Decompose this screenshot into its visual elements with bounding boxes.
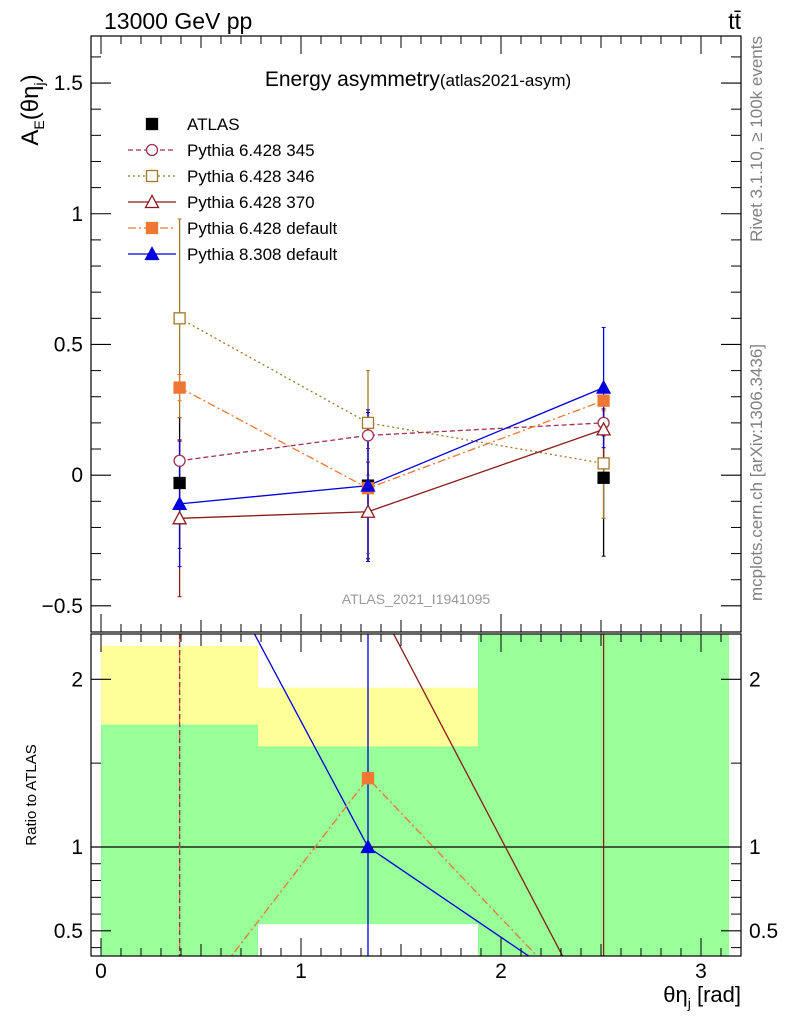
- ratio-marker-pythia-6-428-default: [361, 772, 375, 785]
- ratio-content: [91, 634, 741, 956]
- main-plot-content: [172, 218, 612, 598]
- data-point-atlas: [173, 476, 186, 490]
- legend-marker: [145, 221, 159, 235]
- legend-entry-pythia-6-428-346: Pythia 6.428 346: [187, 167, 315, 186]
- data-point-pythia-8-308-default: [596, 379, 612, 394]
- data-point-pythia-6-428-370: [172, 510, 188, 525]
- legend-entry-pythia-6-428-370: Pythia 6.428 370: [187, 193, 315, 212]
- plot-title-main: Energy asymmetry: [265, 68, 441, 91]
- data-point-pythia-6-428-370: [360, 503, 376, 518]
- analysis-watermark: ATLAS_2021_I1941095: [342, 591, 491, 607]
- main-y-axis-label: AE(θηj): [17, 74, 47, 145]
- legend: ATLAS Pythia 6.428 345 Pythia 6.428 346 Pyt…: [128, 115, 338, 264]
- ratio-axes: 0.5 0.5 1 1 2 2 0 1 2 3: [54, 634, 778, 983]
- ratio-line-pythia-6-428-370: [392, 634, 564, 956]
- data-point-pythia-6-428-346: [173, 312, 186, 325]
- series-line-pythia-8-308-default: [179, 386, 604, 505]
- legend-marker: [145, 169, 159, 183]
- ratio-band-green: [101, 724, 258, 956]
- data-point-pythia-6-428-default: [173, 381, 186, 394]
- data-point-atlas: [597, 471, 610, 484]
- ratio-marker-pythia-8-308-default: [360, 839, 376, 854]
- ratio-y-tick-label: 0.5: [54, 920, 83, 943]
- main-plot-frame: [90, 35, 742, 633]
- data-point-pythia-8-308-default: [172, 496, 188, 511]
- data-point-pythia-8-308-default: [360, 477, 376, 492]
- ratio-plot-frame: [90, 633, 742, 957]
- ratio-y-axis-label: Ratio to ATLAS: [23, 744, 40, 845]
- x-tick-label: 3: [695, 960, 707, 983]
- legend-marker: [145, 143, 159, 157]
- data-point-pythia-6-428-346: [361, 416, 375, 430]
- ratio-y-tick-label-right: 1: [749, 836, 761, 859]
- ratio-y-tick-label: 2: [71, 668, 83, 691]
- ratio-line-pythia-6-428-default: [230, 777, 538, 956]
- x-tick-label: 1: [295, 960, 307, 983]
- mcplots-label: mcplots.cern.ch [arXiv:1306.3436]: [747, 344, 766, 601]
- y-tick-label: −0.5: [42, 595, 83, 618]
- main-axes: −0.5 0 0.5 1 1.5: [42, 36, 741, 633]
- legend-entry-atlas: ATLAS: [187, 115, 240, 134]
- x-tick-label: 0: [95, 960, 107, 983]
- legend-marker: [145, 117, 159, 131]
- series-line-pythia-6-428-345: [179, 422, 604, 462]
- data-point-pythia-6-428-370: [596, 421, 612, 436]
- y-tick-label: 0.5: [54, 333, 83, 356]
- legend-marker: [144, 246, 160, 261]
- plot-subtitle: (atlas2021-asym): [440, 71, 571, 90]
- ratio-y-tick-label: 1: [71, 836, 83, 859]
- data-point-pythia-6-428-345: [361, 429, 375, 442]
- plot-title: Energy asymmetry(atlas2021-asym): [265, 68, 571, 91]
- y-tick-label: 1: [71, 203, 83, 226]
- series-line-pythia-6-428-346: [179, 317, 604, 465]
- data-point-pythia-6-428-346: [597, 457, 610, 470]
- legend-entry-pythia-6-428-345: Pythia 6.428 345: [187, 141, 315, 160]
- legend-marker: [144, 194, 160, 209]
- ratio-y-tick-label-right: 2: [749, 668, 761, 691]
- legend-entry-pythia-8-308-default: Pythia 8.308 default: [187, 245, 338, 264]
- header-energy: 13000 GeV pp: [104, 8, 252, 34]
- data-point-pythia-6-428-default: [597, 394, 610, 407]
- header-process: tt̄: [728, 8, 741, 34]
- x-axis-label: θηj [rad]: [663, 982, 741, 1011]
- ratio-bands: [101, 634, 729, 956]
- legend-entry-pythia-6-428-default: Pythia 6.428 default: [187, 219, 338, 238]
- y-tick-label: 0: [71, 464, 83, 487]
- data-point-pythia-6-428-345: [173, 454, 186, 467]
- series-line-pythia-6-428-default: [179, 387, 604, 489]
- x-tick-label: 2: [495, 960, 507, 983]
- series-line-pythia-6-428-370: [179, 428, 604, 519]
- ratio-y-tick-label-right: 0.5: [749, 920, 778, 943]
- rivet-label: Rivet 3.1.10, ≥ 100k events: [747, 36, 766, 242]
- y-tick-label: 1.5: [54, 72, 83, 95]
